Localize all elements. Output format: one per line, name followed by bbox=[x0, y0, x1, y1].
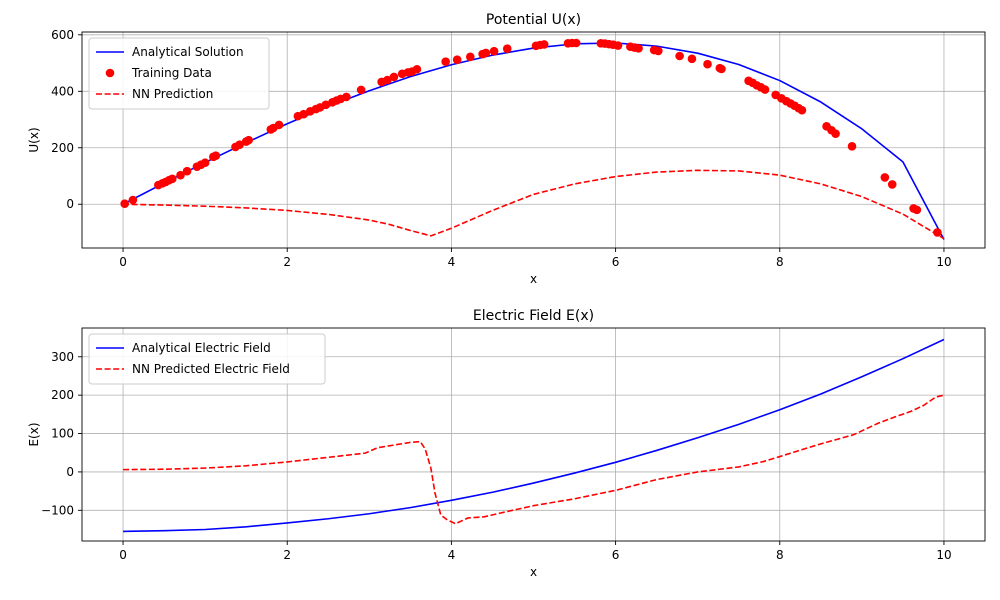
field-title: Electric Field E(x) bbox=[473, 308, 594, 324]
potential-series-training-data-point bbox=[244, 135, 253, 145]
field-plot-area bbox=[123, 338, 945, 533]
potential-y-tick-label: 200 bbox=[51, 141, 74, 155]
potential-legend-analytical-solution-label: Analytical Solution bbox=[132, 45, 244, 59]
potential-x-tick-label: 2 bbox=[283, 255, 291, 269]
field-y-tick-label: 0 bbox=[66, 465, 74, 479]
field-x-tick-label: 0 bbox=[119, 548, 127, 562]
field-y-tick-label: 100 bbox=[51, 427, 74, 441]
potential-series-training-data-point bbox=[441, 57, 450, 66]
field-legend-box bbox=[88, 333, 326, 385]
potential-legend-box bbox=[88, 37, 270, 110]
potential-y-tick-label: 400 bbox=[51, 84, 74, 98]
potential-y-tick-label: 0 bbox=[66, 197, 74, 211]
potential-series-training-data-point bbox=[887, 180, 897, 189]
potential-series-training-data-point bbox=[481, 48, 491, 58]
potential-series-training-data-point bbox=[176, 170, 185, 180]
potential-x-label: x bbox=[530, 272, 537, 286]
potential-legend-training-data-marker bbox=[105, 68, 115, 78]
potential-series-training-data-point bbox=[912, 205, 922, 215]
field-y-tick-label: 300 bbox=[51, 350, 74, 364]
potential-x-tick-label: 0 bbox=[119, 255, 127, 269]
potential-series-training-data-point bbox=[634, 44, 643, 53]
potential-series-training-data-point bbox=[613, 41, 623, 50]
potential-axes: 0 2 4 6 8 10 0 200 400 600 Potential U(x) x U(x) Anal… bbox=[27, 12, 986, 286]
potential-x-tick-label: 8 bbox=[776, 255, 784, 269]
field-x-tick-label: 6 bbox=[612, 548, 620, 562]
potential-x-tick-label: 4 bbox=[448, 255, 456, 269]
field-series-nn-predicted-electric-field bbox=[123, 394, 945, 525]
field-series-analytical-electric-field bbox=[123, 338, 945, 533]
potential-series-training-data-point bbox=[389, 72, 399, 82]
potential-series-training-data-point bbox=[299, 109, 308, 119]
potential-series-training-data-point bbox=[797, 105, 807, 115]
field-x-tick-label: 10 bbox=[936, 548, 951, 562]
field-y-tick-label: 200 bbox=[51, 388, 74, 402]
potential-series-training-data-point bbox=[465, 52, 475, 62]
potential-series-training-data-point bbox=[356, 85, 366, 95]
potential-series-training-data-point bbox=[342, 92, 351, 102]
potential-series-training-data-point bbox=[760, 85, 770, 94]
potential-series-training-data-point bbox=[412, 64, 422, 74]
potential-series-training-data-point bbox=[880, 173, 890, 182]
potential-x-tick-label: 10 bbox=[936, 255, 951, 269]
electric-field-axes: 0 2 4 6 8 10 −100 0 100 200 300 Electric Field E(x)… bbox=[27, 308, 986, 579]
potential-title: Potential U(x) bbox=[486, 12, 581, 28]
field-x-label: x bbox=[530, 565, 537, 579]
potential-series-training-data-point bbox=[933, 228, 942, 237]
potential-series-training-data-point bbox=[539, 40, 549, 49]
potential-legend: Analytical Solution Training Data NN Predi… bbox=[88, 37, 270, 110]
potential-series-training-data-point bbox=[200, 158, 210, 168]
potential-series-training-data-point bbox=[831, 129, 840, 138]
field-axes-frame bbox=[81, 327, 986, 542]
potential-series-training-data-point bbox=[489, 46, 499, 56]
field-y-tick-label: −100 bbox=[41, 503, 74, 517]
potential-series-training-data-point bbox=[211, 151, 221, 160]
potential-axes-frame bbox=[81, 31, 986, 249]
potential-series-training-data-point bbox=[687, 54, 697, 64]
potential-series-training-data-point bbox=[235, 140, 244, 149]
potential-series-nn-prediction bbox=[123, 169, 945, 240]
field-y-label: E(x) bbox=[27, 422, 41, 446]
field-legend-nn-predicted-electric-field-label: NN Predicted Electric Field bbox=[132, 362, 290, 376]
potential-series-training-data-point bbox=[383, 75, 392, 85]
potential-series-training-data-point bbox=[847, 142, 857, 151]
potential-series-training-data-point bbox=[502, 44, 512, 53]
potential-legend-training-data-label: Training Data bbox=[131, 66, 212, 80]
potential-y-label: U(x) bbox=[27, 127, 41, 152]
potential-series-training-data-point bbox=[703, 59, 712, 69]
potential-series-training-data-point bbox=[321, 100, 331, 110]
potential-series-training-data-point bbox=[168, 174, 177, 184]
potential-legend-nn-prediction-label: NN Prediction bbox=[132, 87, 213, 101]
potential-series-training-data-point bbox=[182, 166, 192, 176]
potential-series-training-data-point bbox=[653, 46, 663, 56]
potential-series-training-data-point bbox=[717, 64, 726, 74]
potential-series-training-data-point bbox=[274, 120, 284, 130]
potential-plot-area bbox=[120, 38, 945, 240]
potential-series-training-data-point bbox=[675, 51, 684, 61]
potential-y-tick-label: 600 bbox=[51, 28, 74, 42]
field-x-tick-label: 8 bbox=[776, 548, 784, 562]
field-x-tick-label: 2 bbox=[283, 548, 291, 562]
potential-series-training-data-point bbox=[452, 55, 462, 64]
field-legend-analytical-electric-field-label: Analytical Electric Field bbox=[132, 341, 271, 355]
potential-series-training-data-point bbox=[128, 195, 138, 205]
potential-x-tick-label: 6 bbox=[612, 255, 620, 269]
field-legend: Analytical Electric Field NN Predicted El… bbox=[88, 333, 326, 385]
field-x-tick-label: 4 bbox=[448, 548, 456, 562]
potential-series-training-data-point bbox=[571, 38, 581, 48]
